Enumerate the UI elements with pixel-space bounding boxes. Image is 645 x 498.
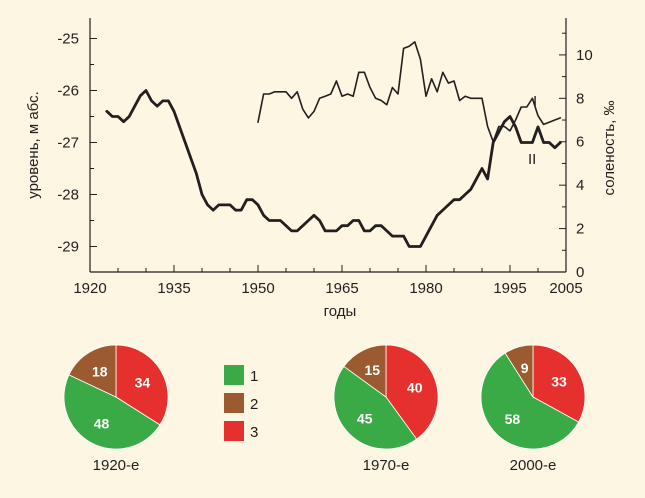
pie-charts: 34 48 18 1920-е 40 45 15 1970-е 33 58 9 2000-е — [63, 344, 586, 474]
pie-slice-2 — [68, 344, 117, 398]
x-tick-label: 1920 — [73, 280, 106, 297]
series-label-II: II — [528, 151, 536, 168]
pie-slice-2 — [504, 344, 534, 399]
x-axis-title: годы — [324, 303, 357, 320]
y2-tick-label: 4 — [576, 177, 584, 194]
pie-slice-2 — [343, 344, 387, 398]
pie-2000-е: 33 58 9 2000-е — [480, 344, 586, 474]
pie-slice-1 — [63, 374, 161, 450]
x-tick-label: 1935 — [157, 280, 190, 297]
pie-slice-value-2: 15 — [365, 362, 381, 378]
x-tick-label: 1995 — [493, 280, 526, 297]
pie-1970-е: 40 45 15 1970-е — [333, 344, 439, 474]
legend-label-3: 3 — [250, 424, 258, 441]
legend-swatch-1 — [224, 365, 244, 385]
y2-tick-label: 10 — [576, 47, 593, 64]
x-tick-label: 1950 — [241, 280, 274, 297]
pie-slice-value-1: 58 — [505, 411, 521, 427]
line-chart-series — [105, 41, 562, 248]
x-tick-label: 1980 — [409, 280, 442, 297]
legend-label-2: 2 — [250, 396, 258, 413]
pie-slice-value-2: 9 — [521, 360, 529, 376]
pie-slice-value-3: 33 — [551, 374, 567, 390]
legend-label-1: 1 — [250, 368, 258, 385]
pie-slice-value-1: 45 — [357, 410, 373, 426]
series-line-I — [257, 41, 562, 143]
y-tick-label: -28 — [57, 187, 79, 204]
y-tick-label: -26 — [57, 83, 79, 100]
pie-caption: 2000-е — [510, 457, 557, 474]
y2-tick-label: 8 — [576, 90, 584, 107]
line-chart-axes: 1920 1935 1950 1965 1980 1995 2005 -25 -26 -27 -28… — [57, 18, 593, 297]
legend: 1 2 3 — [224, 365, 258, 441]
y2-tick-label: 0 — [576, 264, 584, 281]
x-tick-label: 2005 — [549, 280, 582, 297]
y-tick-label: -29 — [57, 239, 79, 256]
series-label-I: I — [533, 93, 537, 110]
legend-swatch-2 — [224, 393, 244, 413]
legend-swatch-3 — [224, 421, 244, 441]
y2-tick-label: 6 — [576, 134, 584, 151]
y-tick-label: -27 — [57, 135, 79, 152]
y2-axis-title: соленость, ‰ — [601, 101, 618, 196]
pie-caption: 1920-е — [93, 457, 140, 474]
pie-slice-value-3: 34 — [135, 375, 151, 391]
pie-1920-е: 34 48 18 1920-е — [63, 344, 169, 474]
pie-slice-3 — [532, 344, 586, 423]
pie-slice-1 — [480, 352, 580, 450]
y2-tick-label: 2 — [576, 221, 584, 238]
x-tick-label: 1965 — [325, 280, 358, 297]
pie-slice-1 — [333, 365, 418, 450]
pie-slice-value-3: 40 — [407, 380, 423, 396]
y-axis-title: уровень, м абс. — [25, 91, 42, 199]
pie-slice-value-1: 48 — [94, 415, 110, 431]
y-tick-label: -25 — [57, 31, 79, 48]
pie-caption: 1970-е — [363, 457, 410, 474]
pie-slice-3 — [385, 344, 439, 440]
series-line-II — [105, 89, 562, 248]
pie-slice-value-2: 18 — [92, 364, 108, 380]
